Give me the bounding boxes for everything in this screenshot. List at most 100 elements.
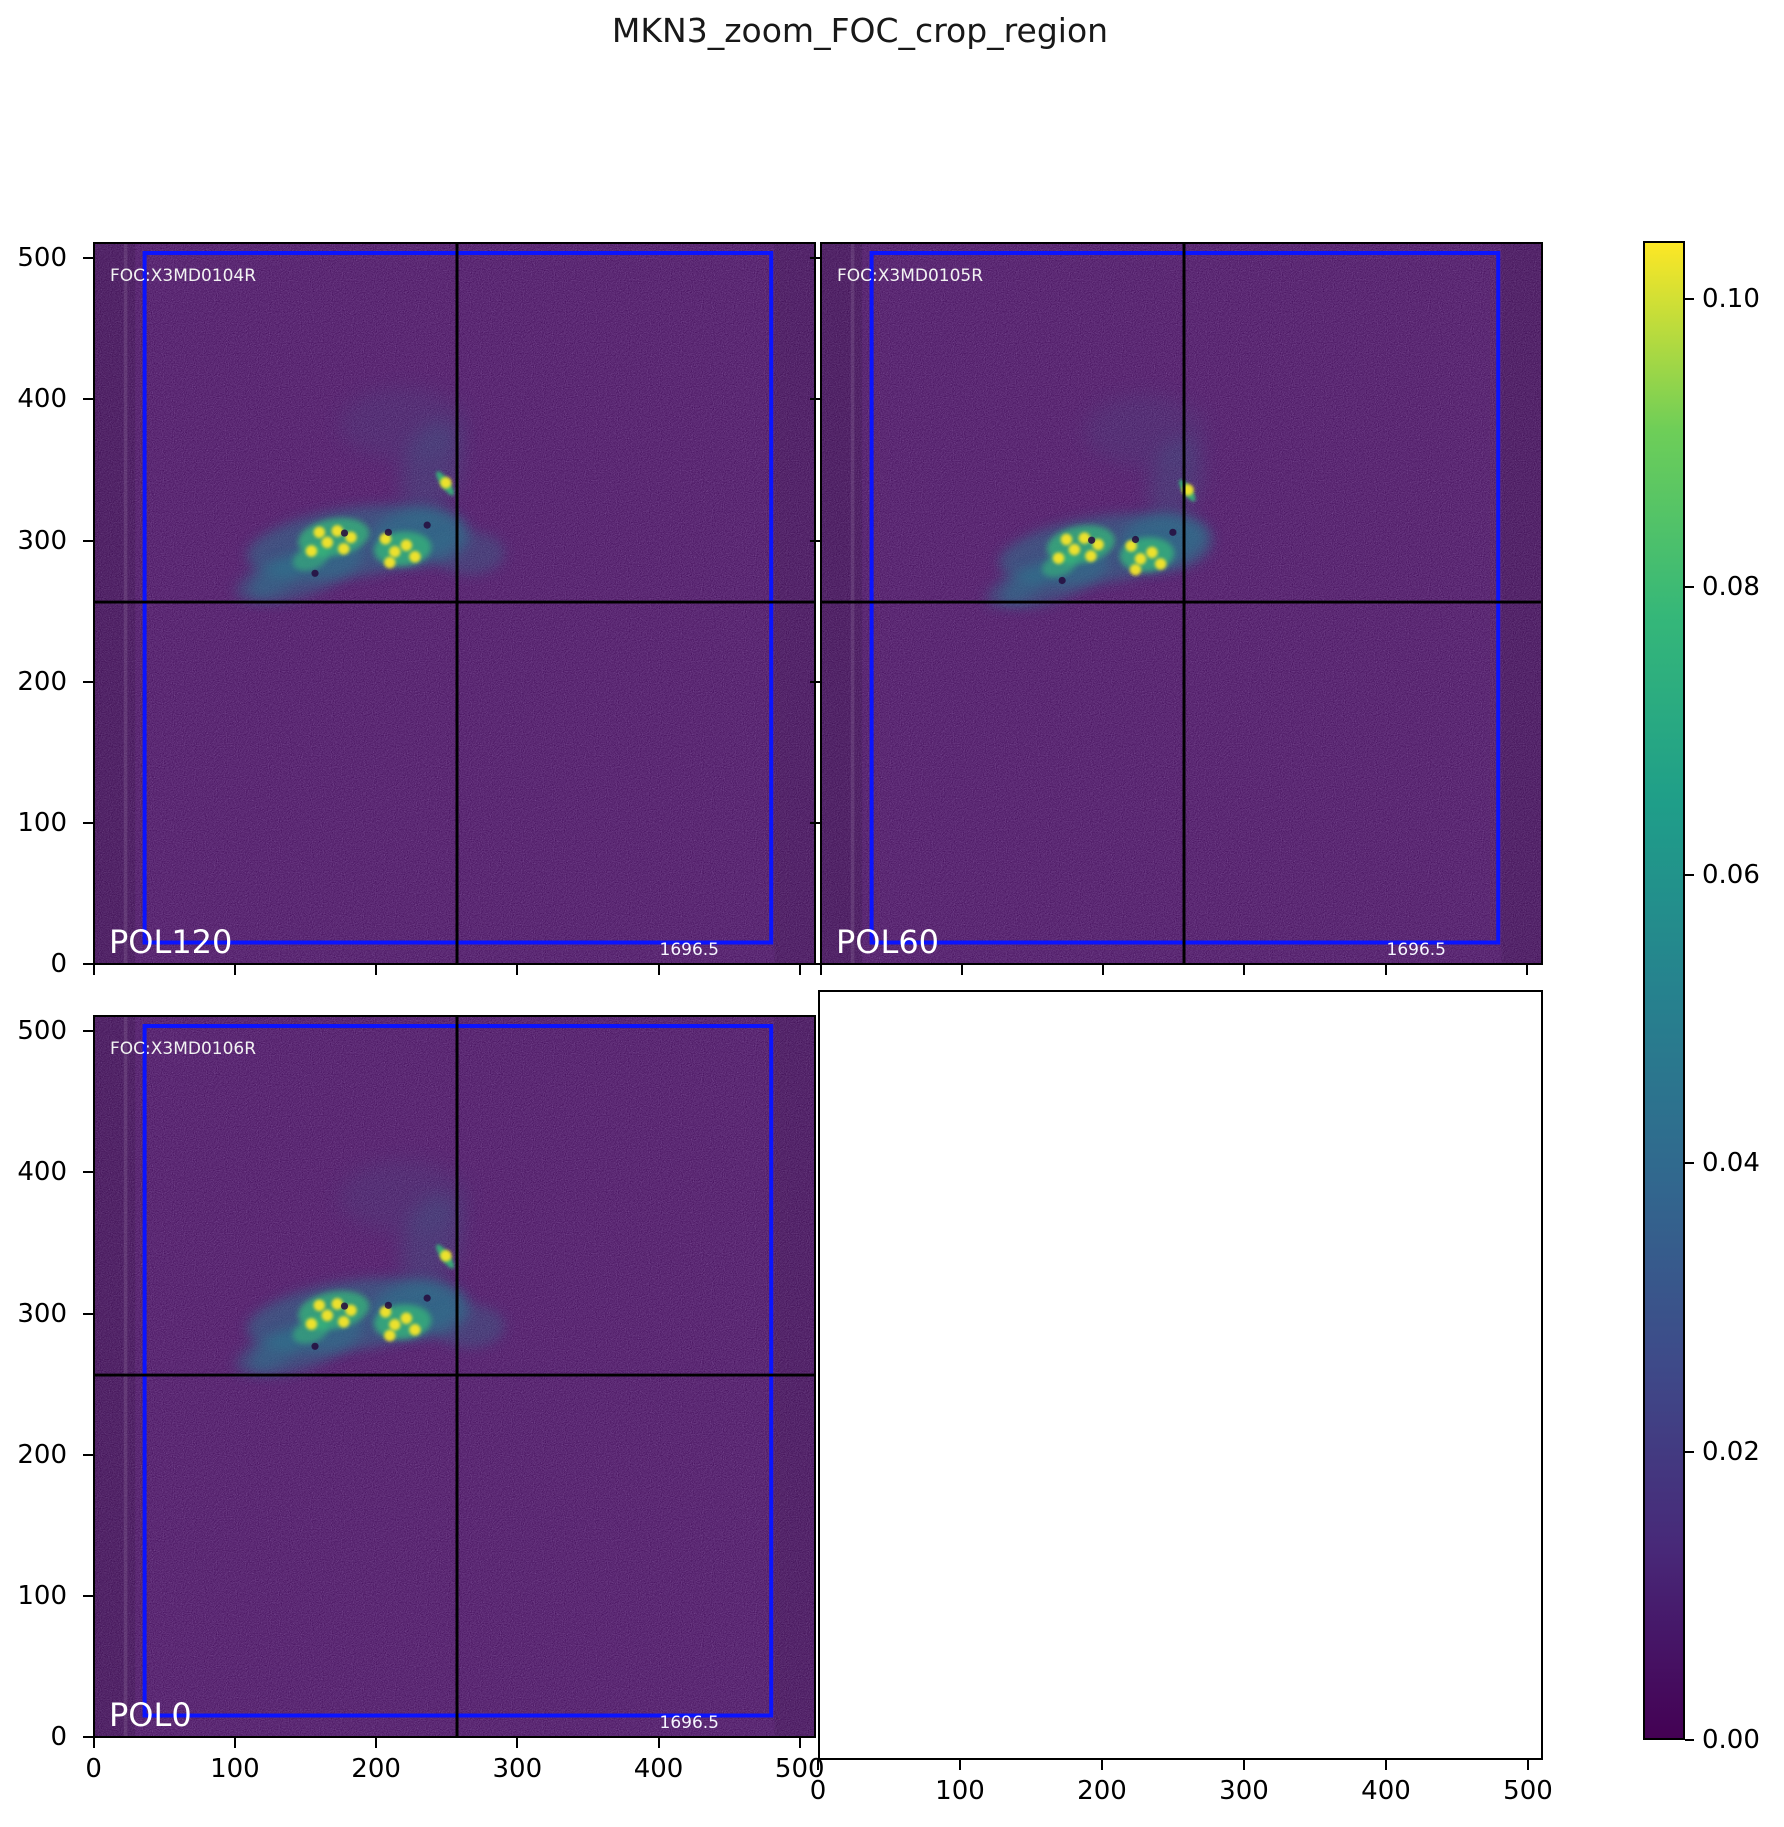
nebula-haze-blob: [235, 560, 300, 601]
y-tick: [83, 1595, 93, 1598]
x-tick-label: 300: [1219, 1776, 1269, 1806]
nebula-bright-knot: [1078, 532, 1091, 544]
nebula-bright-knot: [440, 476, 452, 489]
panel-pol60: FOC:X3MD0105R POL60 1696.5: [820, 242, 1543, 965]
colorbar-tick: [1685, 1450, 1694, 1453]
y-tick: [810, 539, 820, 542]
nebula-bright-knot: [400, 1312, 413, 1325]
nebula-haze-blob: [235, 1333, 300, 1374]
pol-angle-label: POL60: [836, 923, 940, 961]
y-tick-label: 500: [17, 243, 67, 274]
figure-title: MKN3_zoom_FOC_crop_region: [611, 11, 1109, 50]
y-tick-label: 100: [17, 1581, 67, 1612]
nebula-bright-knot: [345, 1304, 357, 1317]
colorbar-gradient: [1643, 241, 1685, 1740]
colorbar-tick-label: 0.08: [1702, 571, 1760, 602]
x-tick-label: 500: [774, 1754, 825, 1784]
y-tick-label: 300: [17, 525, 67, 556]
nebula-bright-knot: [345, 531, 357, 544]
panel-image: [95, 1017, 814, 1736]
nebula-green-blob: [1041, 553, 1077, 578]
nebula-bright-knot: [384, 1329, 396, 1342]
nebula-bright-knot: [321, 536, 333, 549]
colorbar-tick-label: 0.10: [1702, 283, 1760, 314]
nebula-bright-knot: [1052, 552, 1065, 564]
colorbar-tick-label: 0.06: [1702, 860, 1760, 891]
x-tick-label: 100: [935, 1776, 985, 1806]
y-tick: [83, 1736, 93, 1739]
nebula-bright-knot: [331, 525, 344, 537]
nebula-bright-knot: [389, 1318, 401, 1331]
nebula-bright-knot: [321, 1309, 333, 1322]
x-tick: [233, 965, 236, 975]
nebula-bright-knot: [400, 539, 413, 552]
nebula-green-blob: [292, 545, 329, 571]
colorbar-tick-label: 0.00: [1702, 1725, 1760, 1755]
nebula-bright-knot: [305, 1318, 318, 1330]
emission-nebula: [986, 394, 1213, 608]
x-tick-label: 200: [351, 1754, 401, 1784]
foc-dataset-label: FOC:X3MD0106R: [110, 1039, 257, 1059]
x-tick: [1243, 965, 1246, 975]
panel-pol120: FOC:X3MD0104R POL120 1696.5: [93, 242, 816, 965]
x-tick-label: 400: [633, 1754, 684, 1784]
panel-image: [95, 244, 814, 963]
x-tick-label: 500: [1503, 1776, 1553, 1806]
corner-value-label: 1696.5: [659, 1713, 719, 1734]
y-tick: [83, 963, 93, 966]
pol-angle-label: POL120: [109, 923, 233, 961]
emission-nebula: [235, 387, 505, 603]
nebula-dark-speck: [1131, 535, 1140, 544]
foc-dataset-label: FOC:X3MD0105R: [837, 266, 984, 286]
x-tick-label: 400: [1361, 1776, 1411, 1806]
x-tick: [657, 1738, 660, 1748]
colorbar-tick: [1685, 297, 1694, 300]
x-tick: [375, 1738, 378, 1748]
y-tick-label: 200: [17, 1439, 67, 1470]
nebula-bright-knot: [338, 1316, 350, 1328]
x-tick: [1385, 1760, 1387, 1770]
nebula-bright-knot: [331, 1298, 344, 1310]
y-tick-label: 400: [17, 1157, 67, 1188]
nebula-bright-knot: [1060, 533, 1073, 546]
y-tick: [83, 257, 93, 260]
nebula-haze-blob: [432, 531, 505, 575]
nebula-bright-knot: [305, 545, 318, 557]
nebula-haze-blob: [339, 1160, 469, 1233]
nebula-bright-knot: [1092, 538, 1104, 551]
nebula-haze-blob: [339, 387, 469, 460]
nebula-bright-knot: [338, 543, 350, 555]
nebula-dark-speck: [423, 521, 431, 529]
y-tick: [810, 398, 820, 401]
nebula-bright-knot: [1146, 546, 1158, 559]
panel-pol0: FOC:X3MD0106R POL0 1696.5: [93, 1015, 816, 1738]
corner-value-label: 1696.5: [659, 940, 719, 961]
y-tick-label: 500: [17, 1016, 67, 1047]
nebula-haze-blob: [432, 1304, 505, 1348]
x-tick-label: 0: [85, 1754, 102, 1784]
x-tick: [817, 1760, 819, 1770]
x-tick: [1525, 965, 1528, 975]
y-tick-label: 0: [50, 949, 67, 980]
nebula-dark-speck: [384, 1301, 392, 1309]
y-tick-label: 200: [17, 666, 67, 697]
nebula-bright-knot: [389, 545, 401, 558]
colorbar-tick: [1685, 1739, 1694, 1741]
x-tick: [233, 1738, 236, 1748]
nebula-dark-speck: [384, 528, 392, 536]
y-tick-label: 300: [17, 1298, 67, 1329]
empty-panel: [818, 990, 1543, 1760]
panel-image: [822, 244, 1541, 963]
nebula-bright-knot: [384, 556, 396, 569]
y-tick: [83, 1171, 93, 1174]
colorbar-tick: [1685, 1162, 1694, 1165]
colorbar-tick: [1685, 585, 1694, 588]
y-tick: [810, 680, 820, 683]
x-tick: [960, 965, 963, 975]
x-tick: [1243, 1760, 1245, 1770]
nebula-bright-knot: [1085, 550, 1097, 562]
x-tick: [516, 965, 519, 975]
emission-nebula: [235, 1160, 505, 1376]
x-tick: [1102, 965, 1105, 975]
